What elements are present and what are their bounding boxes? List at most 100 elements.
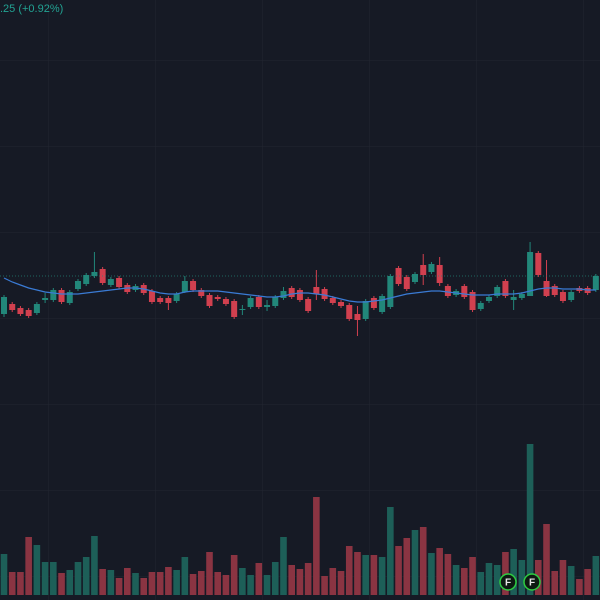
- candle-body: [116, 278, 123, 287]
- volume-bar: [222, 575, 230, 595]
- volume-bar: [99, 569, 106, 595]
- candle-body: [420, 265, 427, 275]
- volume-bar: [156, 572, 164, 595]
- volume-bar: [247, 575, 254, 595]
- volume-bar: [337, 571, 345, 595]
- volume-bar: [559, 560, 567, 595]
- candle-body: [231, 301, 238, 317]
- candle-body: [66, 292, 73, 303]
- candle-body: [173, 294, 180, 301]
- volume-bar: [263, 575, 271, 595]
- volume-bar: [124, 568, 131, 595]
- volume-bar: [148, 572, 156, 595]
- candle-body: [214, 297, 221, 299]
- volume-bar: [181, 557, 189, 595]
- candle-body: [313, 287, 320, 294]
- volume-bar: [362, 555, 369, 595]
- candle-body: [305, 299, 312, 311]
- volume-bar: [469, 557, 476, 595]
- candle-body: [239, 309, 246, 310]
- volume-bar: [518, 560, 526, 595]
- volume-bar: [173, 570, 180, 595]
- volume-bar: [115, 578, 123, 595]
- volume-bar: [370, 555, 378, 595]
- volume-bar: [41, 562, 49, 595]
- candle-body: [272, 297, 279, 306]
- volume-bar: [91, 536, 98, 595]
- volume-bar: [567, 566, 575, 595]
- candle-body: [296, 290, 303, 300]
- volume-bar: [411, 530, 419, 595]
- volume-bar: [8, 572, 16, 595]
- candle-body: [403, 277, 410, 289]
- candle-body: [485, 297, 492, 301]
- volume-bar: [74, 562, 82, 595]
- volume-bar: [107, 570, 115, 595]
- volume-bar: [206, 552, 213, 595]
- volume-bar: [230, 555, 238, 595]
- volume-bar: [354, 552, 361, 595]
- volume-bar: [82, 557, 90, 595]
- candle-body: [247, 298, 254, 307]
- candle-body: [428, 264, 435, 272]
- candle-body: [494, 287, 501, 296]
- volume-bar: [189, 574, 197, 595]
- volume-bar: [502, 552, 509, 595]
- candle-body: [74, 281, 81, 289]
- volume-bar: [493, 565, 501, 595]
- volume-bar: [436, 548, 443, 595]
- volume-bar: [485, 563, 493, 595]
- candle-body: [148, 291, 155, 302]
- volume-bar: [551, 571, 559, 595]
- volume-bar: [395, 546, 402, 595]
- volume-bar: [576, 579, 583, 595]
- candle-body: [354, 314, 361, 320]
- candle-body: [477, 303, 484, 309]
- candle-body: [181, 281, 188, 292]
- candle-body: [157, 298, 164, 302]
- candle-body: [198, 290, 205, 296]
- volume-bar: [477, 572, 485, 595]
- candle-body: [518, 294, 525, 298]
- candle-body: [288, 288, 295, 297]
- candle-body: [592, 276, 599, 290]
- volume-bar: [444, 554, 452, 595]
- candle-body: [264, 305, 271, 307]
- event-marker: [499, 573, 517, 591]
- volume-bar: [140, 578, 148, 595]
- volume-bar: [584, 569, 591, 595]
- volume-bar: [255, 563, 263, 595]
- candle-body: [58, 290, 65, 302]
- candle-body: [83, 275, 90, 284]
- volume-bar: [25, 537, 32, 595]
- volume-bar: [58, 573, 65, 595]
- candle-body: [91, 272, 98, 276]
- candle-body: [17, 308, 24, 314]
- candle-body: [165, 298, 172, 303]
- candle-body: [280, 291, 287, 298]
- candle-body: [42, 298, 49, 300]
- candle-body: [346, 305, 353, 319]
- volume-bar: [419, 527, 427, 595]
- volume-bar: [0, 554, 8, 595]
- price-header: .25 (+0.92%): [0, 3, 63, 15]
- volume-bar: [280, 537, 287, 595]
- volume-bar: [33, 545, 41, 595]
- volume-bar: [526, 444, 534, 595]
- candle-body: [535, 253, 542, 275]
- candle-body: [559, 292, 566, 301]
- candle-body: [436, 265, 443, 283]
- volume-bar: [50, 562, 57, 595]
- candle-body: [568, 292, 575, 300]
- candle-body: [379, 296, 386, 312]
- candle-body: [255, 297, 262, 307]
- candle-body: [461, 286, 468, 297]
- volume-bar: [461, 568, 468, 595]
- candle-body: [321, 289, 328, 299]
- volume-bar: [403, 538, 411, 595]
- candle-body: [510, 297, 517, 300]
- candle-body: [329, 298, 336, 303]
- candle-body: [412, 274, 418, 282]
- candle-body: [50, 290, 57, 300]
- candle-body: [33, 304, 40, 313]
